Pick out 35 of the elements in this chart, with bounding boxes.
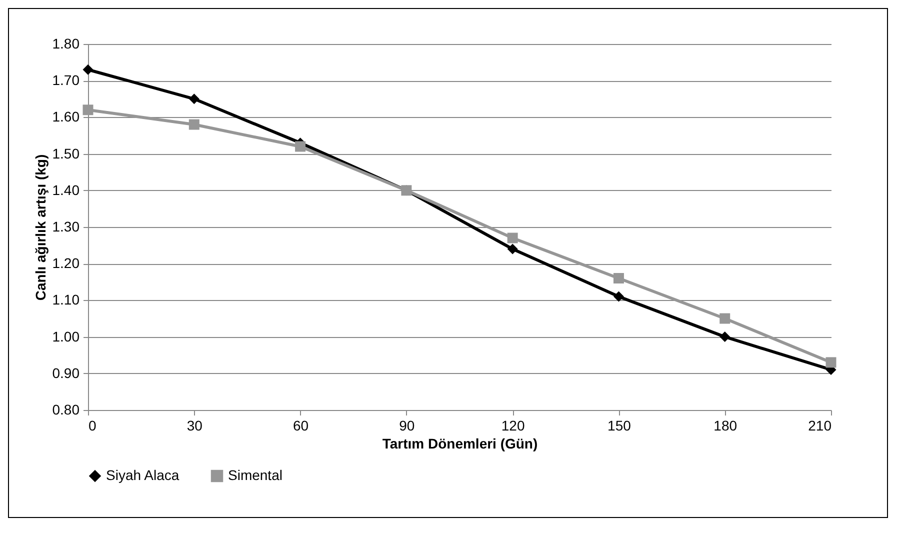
y-tick-label: 1.70 — [52, 72, 80, 88]
point — [613, 272, 624, 284]
y-tick-label: 1.10 — [52, 292, 80, 308]
point — [720, 332, 730, 342]
y-tick-label: 1.30 — [52, 218, 80, 234]
x-tick-label: 120 — [501, 418, 525, 434]
x-axis-title: Tartım Dönemleri (Gün) — [382, 436, 538, 452]
y-tick-label: 1.50 — [52, 145, 80, 162]
point — [82, 64, 94, 75]
y-axis-title: Canlı ağırlık artışı (kg) — [32, 154, 48, 301]
point — [82, 104, 94, 116]
y-tick-label: 0.90 — [52, 364, 80, 381]
x-tick-label: 210 — [808, 418, 832, 434]
legend-label: Simental — [228, 467, 282, 483]
x-tick-label: 60 — [292, 418, 309, 434]
point — [188, 119, 200, 130]
point — [826, 357, 836, 368]
y-tick-label: 1.20 — [52, 255, 80, 272]
y-tick-label: 0.80 — [52, 402, 80, 418]
point — [507, 244, 518, 254]
point — [720, 313, 730, 324]
y-tick-label: 1.80 — [52, 36, 80, 52]
point — [295, 141, 306, 152]
point — [507, 232, 518, 244]
x-tick-label: 30 — [186, 418, 203, 434]
legend-label: Siyah Alaca — [106, 467, 180, 483]
x-tick-label: 0 — [88, 418, 96, 434]
point — [613, 291, 624, 302]
x-tick-label: 150 — [608, 418, 632, 434]
y-tick-label: 1.60 — [52, 108, 80, 125]
x-tick-label: 180 — [714, 418, 738, 434]
point — [188, 94, 200, 104]
x-tick-label: 90 — [399, 418, 415, 434]
y-tick-label: 1.40 — [52, 182, 80, 198]
y-tick-label: 1.00 — [52, 328, 80, 344]
